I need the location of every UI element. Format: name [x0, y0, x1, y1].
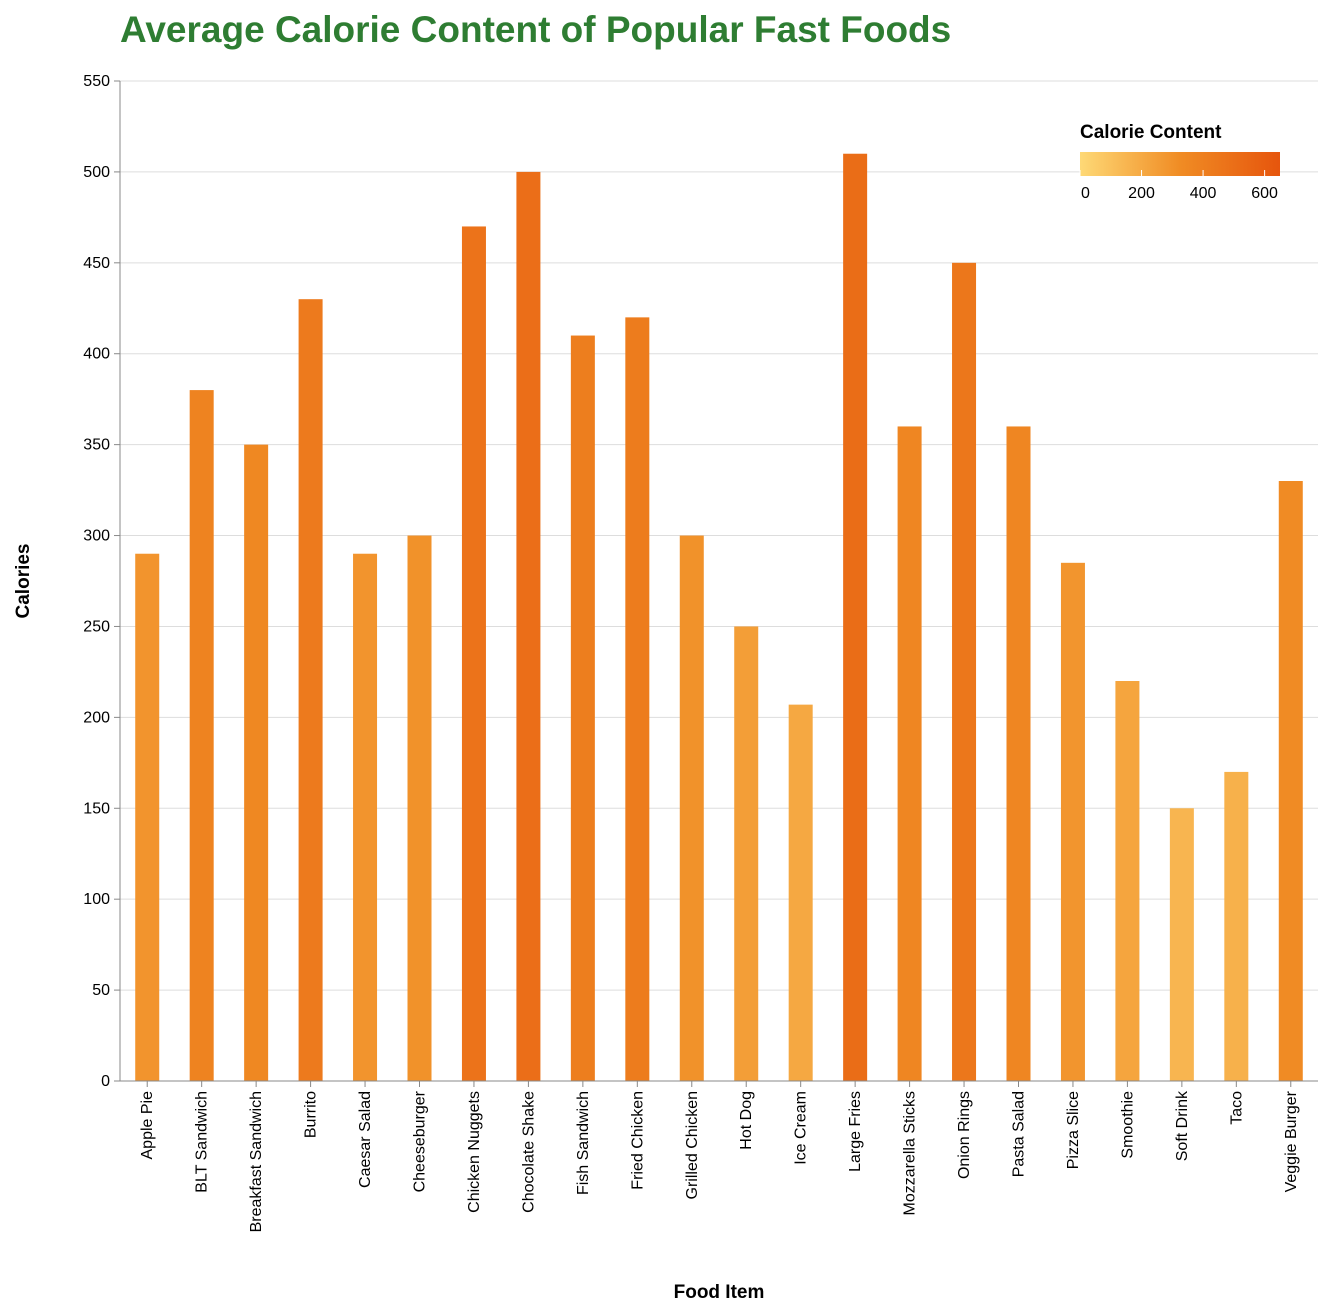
bar[interactable]: [625, 317, 650, 1081]
y-tick-label: 550: [83, 73, 110, 90]
x-tick-label: Cheeseburger: [412, 1090, 429, 1192]
x-tick-label: Grilled Chicken: [684, 1091, 701, 1199]
bar[interactable]: [461, 226, 486, 1082]
y-tick-label: 0: [101, 1073, 110, 1090]
y-tick-label: 150: [83, 800, 110, 817]
bar[interactable]: [734, 626, 759, 1081]
legend-tick-label: 200: [1128, 185, 1155, 202]
bars: [135, 153, 1303, 1082]
y-tick-label: 450: [83, 255, 110, 272]
y-axis-title: Calories: [13, 544, 34, 619]
bar[interactable]: [135, 553, 160, 1081]
y-tick-label: 500: [83, 164, 110, 181]
x-tick-label: Mozzarella Sticks: [902, 1091, 919, 1215]
y-tick-label: 50: [92, 982, 110, 999]
bar[interactable]: [788, 704, 813, 1081]
x-tick-label: Smoothie: [1119, 1091, 1136, 1159]
legend-tick-label: 600: [1251, 185, 1278, 202]
x-tick-label: Fried Chicken: [629, 1091, 646, 1190]
x-tick-label: Chicken Nuggets: [466, 1091, 483, 1213]
x-tick-label: Large Fries: [847, 1091, 864, 1172]
bar[interactable]: [1060, 562, 1085, 1081]
y-tick-label: 200: [83, 709, 110, 726]
x-tick-label: Soft Drink: [1174, 1090, 1191, 1161]
x-tick-label: Caesar Salad: [357, 1091, 374, 1188]
x-tick-label: Pizza Slice: [1065, 1091, 1082, 1169]
x-tick-label: Fish Sandwich: [575, 1091, 592, 1195]
bar[interactable]: [353, 553, 378, 1081]
legend-ticks: 0 200 400 600: [1079, 170, 1278, 202]
x-tick-label: BLT Sandwich: [194, 1091, 211, 1193]
legend-title: Calorie Content: [1080, 122, 1222, 143]
x-axis-title: Food Item: [674, 1282, 765, 1303]
bar[interactable]: [298, 299, 323, 1081]
bar[interactable]: [843, 153, 868, 1081]
x-tick-label: Onion Rings: [956, 1091, 973, 1179]
x-tick-label: Chocolate Shake: [520, 1091, 537, 1213]
x-tick-label: Ice Cream: [793, 1091, 810, 1165]
x-axis: Apple Pie BLT Sandwich Breakfast Sandwich B…: [120, 1080, 1318, 1232]
x-tick-label: Pasta Salad: [1011, 1091, 1028, 1177]
x-tick-label: Veggie Burger: [1283, 1090, 1300, 1192]
x-tick-label: Breakfast Sandwich: [248, 1091, 265, 1232]
y-tick-label: 250: [83, 618, 110, 635]
bar[interactable]: [570, 335, 595, 1082]
bar[interactable]: [952, 262, 977, 1081]
x-tick-label: Burrito: [303, 1091, 320, 1138]
bar[interactable]: [679, 535, 704, 1081]
y-tick-label: 100: [83, 891, 110, 908]
y-tick-label: 350: [83, 437, 110, 454]
legend-tick-label: 0: [1081, 185, 1090, 202]
bar[interactable]: [1006, 426, 1031, 1081]
x-tick-label: Hot Dog: [738, 1091, 755, 1150]
legend-gradient-bar: [1080, 152, 1280, 176]
bar[interactable]: [1169, 808, 1194, 1081]
bar[interactable]: [516, 171, 541, 1082]
legend-tick-label: 400: [1190, 185, 1217, 202]
bar[interactable]: [407, 535, 432, 1081]
y-tick-label: 300: [83, 528, 110, 545]
bar[interactable]: [1115, 681, 1140, 1081]
bar[interactable]: [1224, 771, 1249, 1081]
y-axis: 0 50 100 150 200 250 300 350 400 450 500 550: [83, 73, 121, 1090]
bar[interactable]: [1278, 481, 1303, 1081]
y-tick-label: 400: [83, 346, 110, 363]
bar[interactable]: [897, 426, 922, 1081]
chart-title: Average Calorie Content of Popular Fast …: [120, 9, 951, 50]
x-tick-label: Taco: [1228, 1091, 1245, 1125]
bar[interactable]: [244, 444, 269, 1081]
color-legend: Calorie Content 0 200 400 600: [1079, 122, 1280, 202]
bar[interactable]: [189, 390, 214, 1081]
x-tick-label: Apple Pie: [139, 1091, 156, 1160]
